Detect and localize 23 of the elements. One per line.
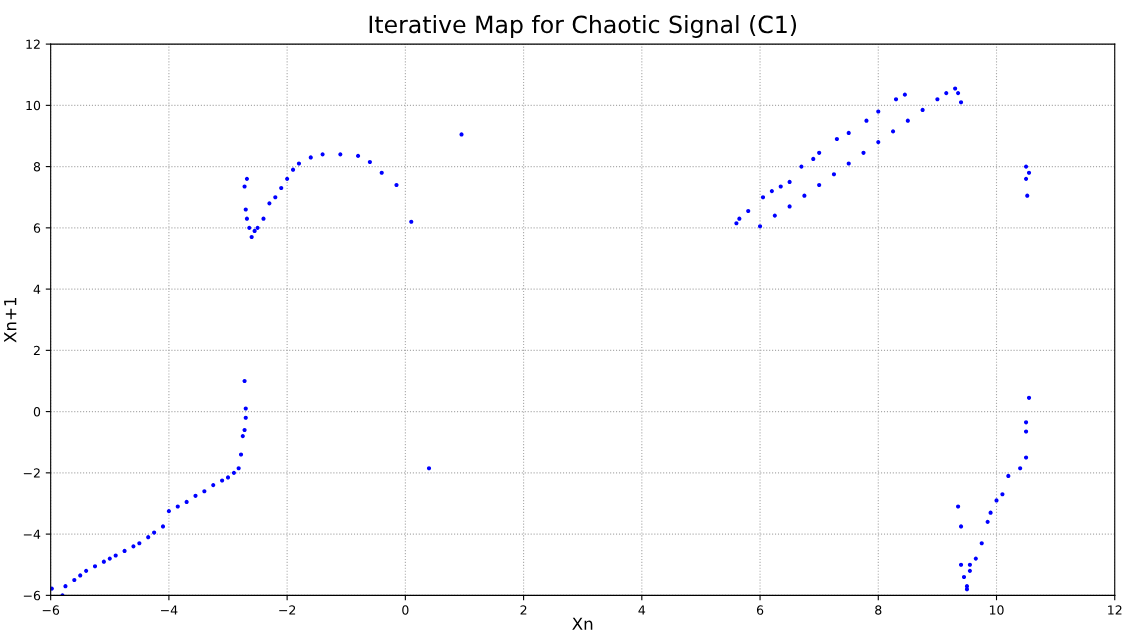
x-tick-label: 0 [402,605,409,615]
x-tick-label: 4 [638,605,646,615]
y-tick-label: −4 [23,529,41,539]
y-tick-label: 12 [26,39,40,49]
y-tick-label: 6 [33,223,41,233]
x-tick-label: −2 [279,605,296,615]
y-tick-label: 2 [33,345,40,356]
x-tick-label: 6 [756,605,764,615]
y-tick-label: 10 [26,100,41,111]
y-tick-label: 8 [33,162,41,172]
y-axis-title: Xn+1 [4,297,17,343]
x-tick-label: 12 [1108,605,1122,615]
chart-title: Iterative Map for Chaotic Signal (C1) [369,15,797,38]
y-tick-label: −2 [23,468,40,478]
x-tick-label: 2 [520,605,527,615]
y-tick-label: 0 [33,407,41,417]
x-tick-label: −6 [42,605,60,615]
y-tick-label: −6 [23,590,41,601]
x-tick-label: −4 [161,605,178,615]
x-axis-title: Xn [572,617,593,630]
x-tick-label: 8 [875,605,882,615]
x-tick-label: 10 [989,605,1004,615]
y-tick-label: 4 [33,284,41,294]
